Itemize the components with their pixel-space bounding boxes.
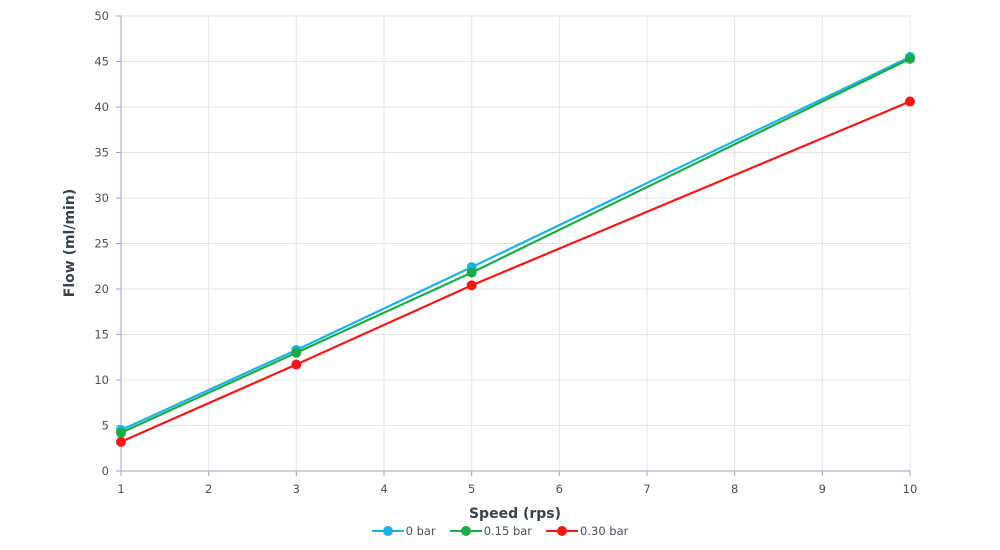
data-point[interactable]	[466, 267, 477, 278]
grid-lines	[121, 15, 911, 471]
y-tick-label: 5	[102, 419, 109, 433]
legend-item-0-bar[interactable]: 0 bar	[371, 524, 436, 538]
x-tick-label: 8	[731, 482, 738, 496]
x-tick-label: 5	[468, 482, 475, 496]
y-tick-label: 30	[94, 191, 109, 205]
x-axis-title: Speed (rps)	[469, 506, 561, 522]
y-tick-label: 10	[94, 373, 109, 387]
x-tick-label: 1	[117, 482, 124, 496]
x-axis-ticks: 1 2 3 4 5 6 7 8 9 10	[117, 482, 917, 496]
data-series	[116, 51, 915, 447]
x-tick-label: 10	[903, 482, 918, 496]
y-axis-ticks: 0 5 10 15 20 25 30 35 40 45 50	[94, 9, 109, 478]
legend: 0 bar 0.15 bar 0.30 bar	[0, 524, 1000, 538]
series-marker-icon	[371, 526, 404, 536]
data-point[interactable]	[291, 359, 302, 370]
data-point[interactable]	[116, 436, 126, 447]
axes	[116, 15, 911, 476]
y-axis-title: Flow (ml/min)	[62, 189, 78, 297]
data-point[interactable]	[291, 347, 302, 358]
legend-item-0-30-bar[interactable]: 0.30 bar	[546, 524, 628, 538]
series-0-30-bar	[116, 96, 915, 447]
series-marker-icon	[449, 526, 482, 536]
x-tick-label: 3	[293, 482, 300, 496]
x-tick-label: 9	[819, 482, 826, 496]
y-tick-label: 0	[102, 464, 109, 478]
x-tick-label: 2	[205, 482, 212, 496]
series-marker-icon	[546, 526, 579, 536]
y-tick-label: 15	[94, 328, 109, 342]
legend-label: 0.30 bar	[580, 524, 629, 538]
legend-item-0-15-bar[interactable]: 0.15 bar	[449, 524, 533, 538]
y-tick-label: 35	[94, 146, 109, 160]
y-tick-label: 20	[94, 282, 109, 296]
data-point[interactable]	[116, 427, 126, 438]
x-tick-label: 4	[380, 482, 387, 496]
x-tick-label: 6	[556, 482, 563, 496]
data-point[interactable]	[905, 96, 915, 107]
data-point[interactable]	[905, 53, 915, 64]
y-tick-label: 25	[94, 237, 109, 251]
data-point[interactable]	[466, 280, 477, 291]
y-tick-label: 40	[94, 100, 109, 114]
legend-label: 0.15 bar	[483, 524, 533, 538]
legend-label: 0 bar	[405, 524, 436, 538]
y-tick-label: 50	[94, 9, 109, 23]
x-tick-label: 7	[643, 482, 650, 496]
series-0-15-bar	[116, 53, 915, 438]
y-tick-label: 45	[94, 55, 109, 69]
